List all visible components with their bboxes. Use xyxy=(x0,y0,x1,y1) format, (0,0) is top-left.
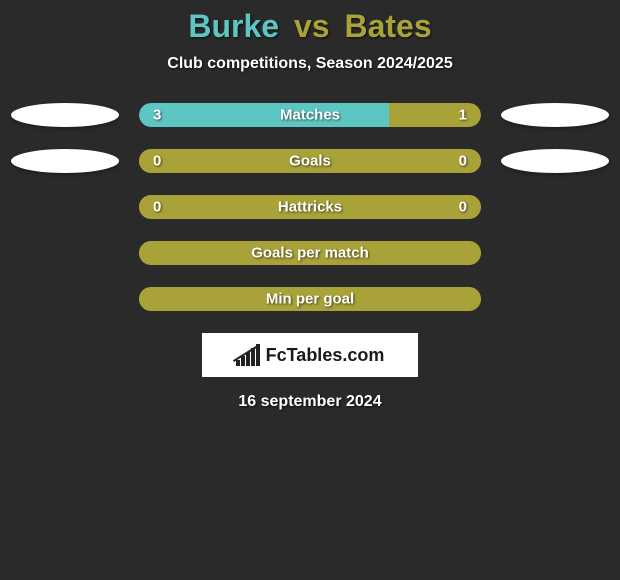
stat-label: Goals xyxy=(289,153,331,170)
player2-name: Bates xyxy=(344,8,431,44)
stat-left-value: 3 xyxy=(153,107,161,124)
right-ellipse-slot xyxy=(499,195,611,219)
stat-bar: Min per goal xyxy=(139,287,481,311)
stat-row: 0 0 Goals xyxy=(0,149,620,173)
date-label: 16 september 2024 xyxy=(0,393,620,411)
logo-chart-icon xyxy=(236,344,260,366)
player1-ellipse-icon xyxy=(11,149,119,173)
stat-label: Goals per match xyxy=(251,245,369,262)
stat-row: 0 0 Hattricks xyxy=(0,195,620,219)
stat-label: Min per goal xyxy=(266,291,354,308)
stat-right-value: 0 xyxy=(459,153,467,170)
stat-bar: 3 1 Matches xyxy=(139,103,481,127)
bar-fill-right xyxy=(389,103,481,127)
stat-bar: 0 0 Hattricks xyxy=(139,195,481,219)
player1-ellipse-icon xyxy=(11,103,119,127)
stat-right-value: 1 xyxy=(459,107,467,124)
right-ellipse-slot xyxy=(499,103,611,127)
page-title: Burke vs Bates xyxy=(0,8,620,45)
right-ellipse-slot xyxy=(499,149,611,173)
left-ellipse-slot xyxy=(9,287,121,311)
stat-row: Min per goal xyxy=(0,287,620,311)
player1-name: Burke xyxy=(188,8,279,44)
left-ellipse-slot xyxy=(9,241,121,265)
vs-label: vs xyxy=(294,8,330,44)
left-ellipse-slot xyxy=(9,149,121,173)
left-ellipse-slot xyxy=(9,103,121,127)
left-ellipse-slot xyxy=(9,195,121,219)
stat-left-value: 0 xyxy=(153,199,161,216)
player2-ellipse-icon xyxy=(501,103,609,127)
subtitle: Club competitions, Season 2024/2025 xyxy=(0,55,620,73)
stat-label: Matches xyxy=(280,107,340,124)
player2-ellipse-icon xyxy=(501,149,609,173)
right-ellipse-slot xyxy=(499,241,611,265)
stat-label: Hattricks xyxy=(278,199,342,216)
stat-row: 3 1 Matches xyxy=(0,103,620,127)
stats-list: 3 1 Matches 0 0 Goals 0 0 Hattricks Goals per mat… xyxy=(0,103,620,311)
stat-left-value: 0 xyxy=(153,153,161,170)
site-logo[interactable]: FcTables.com xyxy=(202,333,418,377)
bar-fill-left xyxy=(139,103,389,127)
comparison-card: Burke vs Bates Club competitions, Season… xyxy=(0,0,620,411)
logo-text: FcTables.com xyxy=(266,345,385,366)
stat-row: Goals per match xyxy=(0,241,620,265)
stat-right-value: 0 xyxy=(459,199,467,216)
stat-bar: Goals per match xyxy=(139,241,481,265)
stat-bar: 0 0 Goals xyxy=(139,149,481,173)
right-ellipse-slot xyxy=(499,287,611,311)
